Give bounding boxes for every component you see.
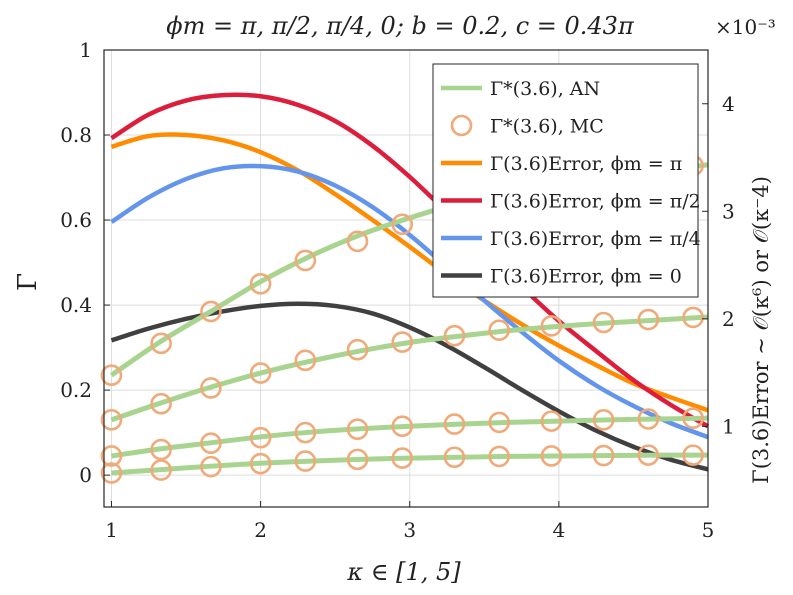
mc-marker xyxy=(249,452,272,475)
x-tick-label: 5 xyxy=(702,518,715,542)
mc-marker xyxy=(540,410,563,432)
mc-marker xyxy=(150,332,172,355)
mc-marker xyxy=(488,319,511,341)
legend: Γ*(3.6), AN Γ*(3.6), MC Γ(3.6)Error, ϕm = … xyxy=(432,63,701,298)
mc-marker xyxy=(488,411,511,434)
mc-marker xyxy=(294,349,317,372)
mc-marker xyxy=(592,311,615,334)
legend-swatch-mc xyxy=(450,114,473,137)
left-tick-label: 0.8 xyxy=(60,123,92,147)
error-line-err_pi4 xyxy=(110,163,709,440)
x-tick-label: 1 xyxy=(105,518,118,542)
mc-marker xyxy=(391,331,414,353)
mc-marker xyxy=(443,446,466,469)
legend-label-mc: Γ*(3.6), MC xyxy=(490,116,604,138)
mc-marker xyxy=(391,447,414,469)
analytic-line-3 xyxy=(111,452,709,476)
mc-marker xyxy=(637,444,660,466)
left-axis-label: Γ xyxy=(13,273,43,291)
legend-label-analytic: Γ*(3.6), AN xyxy=(490,78,600,100)
legend-label-err_pi2: Γ(3.6)Error, ϕm = π/2 xyxy=(490,191,701,213)
left-tick-label: 1 xyxy=(79,38,92,62)
mc-marker xyxy=(150,438,172,461)
right-tick-label: 3 xyxy=(722,199,735,223)
mc-marker xyxy=(540,315,563,337)
error-line-err_pi2 xyxy=(110,92,710,429)
mc-marker xyxy=(592,444,615,467)
mc-marker xyxy=(443,413,466,435)
mc-marker xyxy=(200,455,222,478)
mc-marker xyxy=(488,445,511,468)
mc-marker xyxy=(682,407,704,429)
mc-marker xyxy=(637,408,660,430)
mc-marker xyxy=(443,324,466,347)
mc-marker xyxy=(200,300,222,323)
right-axis-ticks: 1 2 3 4 xyxy=(702,92,735,438)
right-axis-exponent: ×10⁻³ xyxy=(715,15,776,39)
right-tick-label: 4 xyxy=(722,92,735,116)
analytic-line-1 xyxy=(110,314,709,423)
mc-marker xyxy=(346,230,369,253)
mc-marker xyxy=(150,392,172,415)
mc-marker xyxy=(249,273,272,295)
chart-title: ϕm = π, π/2, π/4, 0; b = 0.2, c = 0.43π xyxy=(166,12,635,40)
mc-marker xyxy=(346,338,369,361)
legend-label-err_pi: Γ(3.6)Error, ϕm = π xyxy=(490,153,682,175)
mc-marker xyxy=(682,444,704,466)
mc-marker xyxy=(294,421,317,444)
x-tick-label: 4 xyxy=(552,518,565,542)
right-axis-label: Γ(3.6)Error ∼ 𝒪(κ⁶) or 𝒪(κ⁻4) xyxy=(749,176,773,484)
legend-label-err_pi4: Γ(3.6)Error, ϕm = π/4 xyxy=(490,228,701,250)
mc-marker xyxy=(100,364,123,387)
mc-marker xyxy=(346,448,369,471)
mc-marker xyxy=(346,418,369,441)
legend-label-err_0: Γ(3.6)Error, ϕm = 0 xyxy=(490,266,682,288)
mc-marker xyxy=(100,462,123,484)
x-tick-label: 2 xyxy=(254,518,267,542)
mc-marker xyxy=(100,409,123,431)
axes-frame xyxy=(103,49,709,508)
left-tick-label: 0.6 xyxy=(60,208,92,232)
right-tick-label: 1 xyxy=(722,414,735,438)
x-axis-ticks: 1 2 3 4 5 xyxy=(105,501,714,542)
mc-marker xyxy=(150,459,172,481)
left-tick-label: 0.4 xyxy=(60,293,92,317)
mc-marker xyxy=(540,445,563,467)
x-tick-label: 3 xyxy=(403,518,416,542)
mc-marker xyxy=(294,249,317,272)
mc-marker xyxy=(637,308,660,331)
mc-marker xyxy=(249,426,272,449)
error-line-err_pi xyxy=(110,132,709,413)
right-tick-label: 2 xyxy=(722,307,735,331)
mc-marker xyxy=(100,445,123,467)
mc-marker xyxy=(200,432,222,455)
mc-marker xyxy=(682,306,704,329)
error-series xyxy=(110,92,710,472)
mc-marker xyxy=(249,362,272,384)
mc-marker xyxy=(200,377,222,399)
legend-box xyxy=(432,63,699,298)
x-axis-label: κ ∈ [1, 5] xyxy=(346,558,461,586)
mc-marker xyxy=(592,409,615,431)
left-tick-label: 0.2 xyxy=(60,378,92,402)
left-tick-label: 0 xyxy=(79,463,92,487)
mc-marker xyxy=(391,415,414,438)
analytic-line-2 xyxy=(111,415,709,459)
mc-marker xyxy=(294,450,317,472)
left-axis-ticks: 0 0.2 0.4 0.6 0.8 1 xyxy=(60,38,110,487)
mc-marker xyxy=(391,213,414,236)
